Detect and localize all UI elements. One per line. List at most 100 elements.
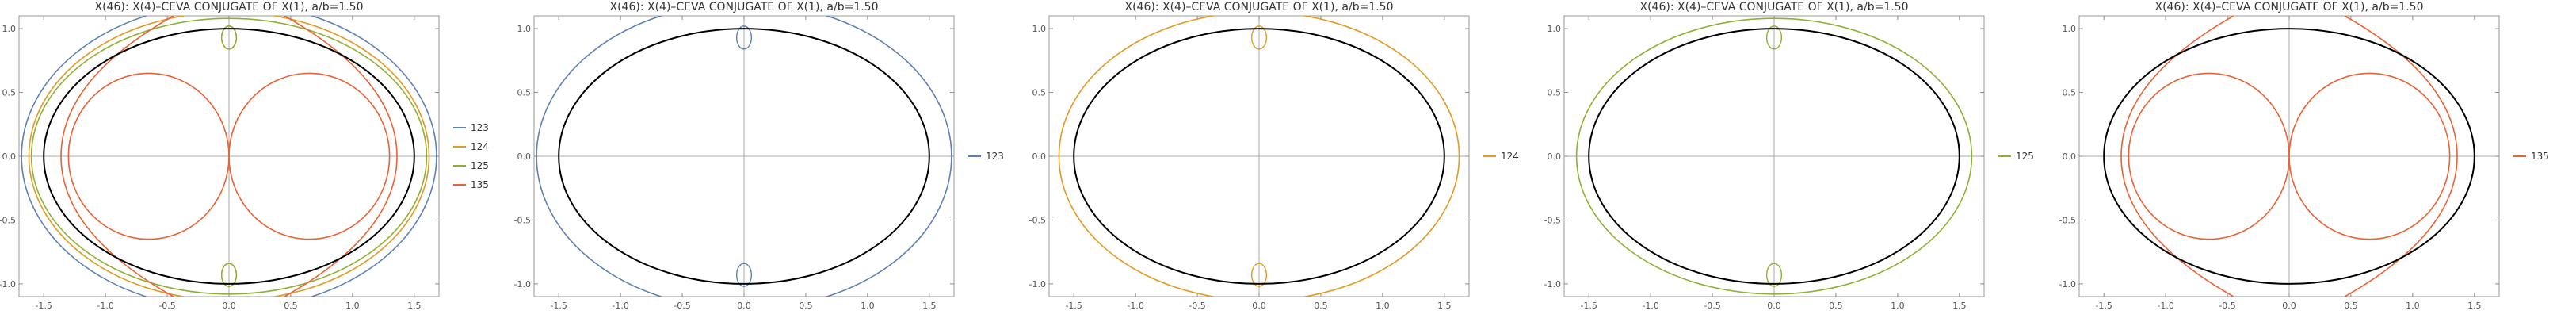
series-123-curve: [536, 16, 952, 297]
reference-ellipse: [1588, 28, 1960, 285]
chart-panel-5: X(46): X(4)–CEVA CONJUGATE OF X(1), a/b=…: [2059, 1, 2549, 311]
curves: [2103, 16, 2475, 297]
series-125-loop-bottom: [1765, 263, 1783, 287]
y-tick-label: -1.0: [0, 279, 16, 289]
legend-label-125: 125: [2016, 151, 2034, 162]
x-tick-label: 0.0: [737, 301, 751, 311]
series-135-circle-right: [228, 72, 391, 240]
chart-panel-3: X(46): X(4)–CEVA CONJUGATE OF X(1), a/b=…: [1029, 1, 1519, 311]
x-tick-label: 1.5: [922, 301, 937, 311]
series-124-loop-bottom: [1250, 263, 1268, 287]
x-tick-label: 0.5: [1314, 301, 1328, 311]
y-tick-label: -0.5: [514, 215, 531, 225]
x-tick-label: 0.5: [799, 301, 813, 311]
y-tick-label: 0.0: [1548, 151, 1562, 162]
legend-label-135: 135: [471, 179, 489, 190]
y-tick-label: 0.5: [517, 88, 532, 98]
series-124-curve: [1058, 16, 1460, 297]
series-124-loop-top: [1250, 25, 1268, 50]
x-tick-label: -0.5: [158, 301, 175, 311]
x-tick-label: 0.0: [2282, 301, 2296, 311]
x-tick-label: -1.0: [1127, 301, 1143, 311]
x-tick-label: 1.0: [861, 301, 875, 311]
y-tick-label: -0.5: [1544, 215, 1561, 225]
y-tick-label: 1.0: [1548, 24, 1562, 34]
y-tick-label: -1.0: [2059, 279, 2076, 289]
chart-title: X(46): X(4)–CEVA CONJUGATE OF X(1), a/b=…: [94, 1, 363, 13]
y-tick-label: 1.0: [1032, 24, 1047, 34]
series-123-loop-bottom: [735, 263, 753, 287]
y-tick-label: 0.5: [1032, 88, 1047, 98]
x-tick-label: 1.5: [1952, 301, 1967, 311]
x-tick-label: 1.0: [2406, 301, 2420, 311]
y-tick-label: 0.0: [517, 151, 532, 162]
x-tick-label: -0.5: [1189, 301, 1205, 311]
series-125-loop-bottom: [220, 263, 238, 287]
x-tick-label: 0.5: [2344, 301, 2358, 311]
x-tick-label: 1.5: [1437, 301, 1452, 311]
curves: [21, 16, 437, 297]
x-tick-label: -0.5: [674, 301, 690, 311]
series-135-arc-left: [2120, 16, 2234, 297]
y-tick-label: -0.5: [2059, 215, 2076, 225]
series-135-arc-right: [2344, 16, 2458, 297]
y-tick-label: -1.0: [1544, 279, 1561, 289]
x-tick-label: 1.0: [1891, 301, 1905, 311]
reference-ellipse: [558, 28, 930, 285]
y-tick-label: 0.0: [2063, 151, 2077, 162]
series-135-circle-right: [2288, 72, 2451, 240]
x-tick-label: -1.5: [2095, 301, 2112, 311]
series-125-curve: [30, 17, 428, 295]
series-125-loop-top: [220, 25, 238, 50]
legend-label-135: 135: [2531, 151, 2549, 162]
x-tick-label: -1.5: [35, 301, 52, 311]
x-tick-label: -1.5: [1580, 301, 1597, 311]
legend-label-124: 124: [1501, 151, 1519, 162]
series-123-loop-top: [735, 25, 753, 50]
x-tick-label: -1.0: [2157, 301, 2173, 311]
y-tick-label: -0.5: [1029, 215, 1046, 225]
x-tick-label: -1.5: [1065, 301, 1082, 311]
legend-label-124: 124: [471, 141, 489, 152]
chart-title: X(46): X(4)–CEVA CONJUGATE OF X(1), a/b=…: [609, 1, 878, 13]
y-tick-label: -1.0: [514, 279, 531, 289]
chart-panel-1: X(46): X(4)–CEVA CONJUGATE OF X(1), a/b=…: [0, 1, 489, 311]
y-tick-label: -1.0: [1029, 279, 1046, 289]
x-tick-label: 0.0: [222, 301, 236, 311]
chart-title: X(46): X(4)–CEVA CONJUGATE OF X(1), a/b=…: [2154, 1, 2423, 13]
x-tick-label: 0.0: [1252, 301, 1266, 311]
x-tick-label: 0.0: [1767, 301, 1781, 311]
chart-panel-4: X(46): X(4)–CEVA CONJUGATE OF X(1), a/b=…: [1544, 1, 2034, 311]
y-tick-label: 0.5: [2, 88, 17, 98]
curves: [536, 16, 952, 297]
y-tick-label: 1.0: [2, 24, 17, 34]
series-125-curve: [1575, 17, 1973, 295]
reference-ellipse: [43, 28, 415, 285]
series-123-curve: [21, 16, 437, 297]
y-tick-label: -0.5: [0, 215, 16, 225]
x-tick-label: -1.0: [612, 301, 628, 311]
x-tick-label: 0.5: [284, 301, 298, 311]
x-tick-label: 1.0: [345, 301, 360, 311]
legend-label-123: 123: [471, 122, 489, 133]
y-tick-label: 0.5: [2063, 88, 2077, 98]
x-tick-label: 1.5: [2467, 301, 2482, 311]
reference-ellipse: [1073, 28, 1445, 285]
y-tick-label: 1.0: [517, 24, 532, 34]
y-tick-label: 1.0: [2063, 24, 2077, 34]
x-tick-label: -1.0: [97, 301, 113, 311]
legend-label-123: 123: [986, 151, 1004, 162]
chart-title: X(46): X(4)–CEVA CONJUGATE OF X(1), a/b=…: [1639, 1, 1908, 13]
series-135-arc-right: [284, 16, 398, 297]
curves: [1575, 17, 1973, 295]
y-tick-label: 0.5: [1548, 88, 1562, 98]
y-tick-label: 0.0: [2, 151, 17, 162]
y-tick-label: 0.0: [1032, 151, 1047, 162]
series-124-curve: [28, 16, 430, 297]
x-tick-label: 1.0: [1376, 301, 1390, 311]
series-135-arc-left: [60, 16, 174, 297]
curves: [1058, 16, 1460, 297]
x-tick-label: 0.5: [1829, 301, 1843, 311]
x-tick-label: -0.5: [1704, 301, 1720, 311]
